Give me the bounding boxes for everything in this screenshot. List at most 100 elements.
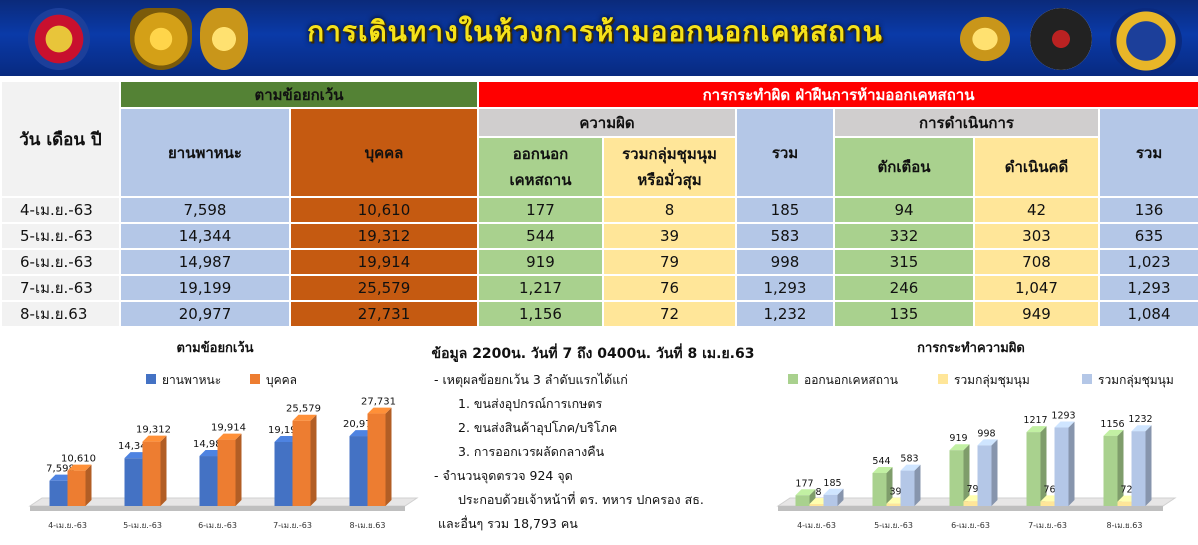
cell-total2: 136 <box>1097 196 1198 224</box>
legend-swatch <box>938 374 948 384</box>
cell-prosecute: 303 <box>973 222 1100 250</box>
data-label: 14,987 <box>193 439 228 450</box>
table-row: 4-เม.ย.-63 7,598 10,610 177 8 185 94 42 136 <box>0 196 1198 224</box>
cell-warn: 315 <box>833 248 975 276</box>
legend-label: ออกนอกเคหสถาน <box>804 373 898 387</box>
cell-person: 10,610 <box>289 196 479 224</box>
bar-side <box>235 433 242 506</box>
person-header: บุคคล <box>289 107 479 198</box>
table-row: 6-เม.ย.-63 14,987 19,914 919 79 998 315 708 1,02… <box>0 248 1198 276</box>
cell-total2: 1,084 <box>1097 300 1198 328</box>
navy-emblem-icon <box>200 8 248 70</box>
police-emblem-icon <box>1030 8 1092 70</box>
notes-line: 1. ขนส่งอุปกรณ์การเกษตร <box>458 396 603 411</box>
cell-out: 919 <box>477 248 604 276</box>
notes-heading: ข้อมูล 2200น. วันที่ 7 ถึง 0400น. วันที่… <box>431 346 755 362</box>
chart-floor-edge <box>30 506 405 511</box>
bar <box>142 441 161 506</box>
cell-vehicle: 7,598 <box>119 196 291 224</box>
interior-emblem-icon <box>1110 8 1182 74</box>
data-label: 1156 <box>1100 419 1124 430</box>
cell-person: 25,579 <box>289 274 479 302</box>
cell-total: 998 <box>735 248 835 276</box>
bar <box>809 504 824 506</box>
data-label: 544 <box>872 456 890 467</box>
bar-side <box>1040 426 1047 506</box>
data-label: 20,977 <box>343 419 378 430</box>
bar-side <box>1068 421 1075 506</box>
bar <box>1131 431 1146 506</box>
cell-vehicle: 14,344 <box>119 222 291 250</box>
data-label: 27,731 <box>361 397 396 408</box>
bar <box>886 503 901 506</box>
cell-total: 583 <box>735 222 835 250</box>
cell-warn: 94 <box>833 196 975 224</box>
bar-top <box>1054 421 1075 428</box>
bar-side <box>809 489 816 506</box>
legend-label: รวมกลุ่มชุมนุม <box>1098 373 1174 388</box>
cell-vehicle: 20,977 <box>119 300 291 328</box>
x-tick-label: 6-เม.ย.-63 <box>198 521 237 530</box>
x-tick-label: 4-เม.ย.-63 <box>797 521 836 530</box>
bar-top <box>367 407 392 414</box>
cell-out: 177 <box>477 196 604 224</box>
data-label: 10,610 <box>61 454 96 465</box>
cell-total: 1,293 <box>735 274 835 302</box>
bar <box>1040 501 1055 506</box>
cell-warn: 135 <box>833 300 975 328</box>
statistics-table: วัน เดือน ปี ตามข้อยกเว้น การกระทำผิด ฝ่… <box>0 80 1198 328</box>
cell-date: 8-เม.ย.63 <box>0 300 121 328</box>
bar-side <box>310 414 317 506</box>
chart-title: ตามข้อยกเว้น <box>176 340 253 356</box>
bar-top <box>823 488 844 495</box>
bar <box>67 470 86 506</box>
bar-side <box>837 488 844 506</box>
notes-line: และอื่นๆ รวม 18,793 คน <box>438 516 578 531</box>
x-tick-label: 6-เม.ย.-63 <box>951 521 990 530</box>
data-label: 19,312 <box>136 425 171 436</box>
cell-gather: 76 <box>602 274 737 302</box>
bar-side <box>886 466 893 506</box>
out-header-line2: เคหสถาน <box>509 171 572 189</box>
date-header: วัน เดือน ปี <box>0 80 121 198</box>
bar-side <box>385 407 392 506</box>
cell-prosecute: 949 <box>973 300 1100 328</box>
bar <box>823 494 838 506</box>
cell-gather: 39 <box>602 222 737 250</box>
data-label: 79 <box>966 484 978 495</box>
cell-prosecute: 1,047 <box>973 274 1100 302</box>
data-label: 19,914 <box>211 423 246 434</box>
total2-header: รวม <box>1097 107 1198 198</box>
cell-out: 1,156 <box>477 300 604 328</box>
exempt-header: ตามข้อยกเว้น <box>119 80 479 109</box>
cell-date: 4-เม.ย.-63 <box>0 196 121 224</box>
data-label: 25,579 <box>286 404 321 415</box>
bar-top <box>1131 425 1152 432</box>
legend-swatch <box>788 374 798 384</box>
cell-out: 1,217 <box>477 274 604 302</box>
bar <box>1026 432 1041 506</box>
bar-top <box>1103 429 1124 436</box>
notes-line: 3. การออกเวรผลัดกลางคืน <box>458 444 605 459</box>
data-label: 19,199 <box>268 425 303 436</box>
gather-header-line1: รวมกลุ่มชุมนุม <box>622 145 717 163</box>
bar <box>1117 501 1132 506</box>
notes-line: 2. ขนส่งสินค้าอุปโภค/บริโภค <box>458 420 618 435</box>
cell-prosecute: 708 <box>973 248 1100 276</box>
bar-side <box>1117 429 1124 506</box>
bar <box>274 442 293 506</box>
chart-floor-edge <box>778 506 1163 511</box>
data-label: 1232 <box>1128 414 1152 425</box>
gather-header: รวมกลุ่มชุมนุม หรือมั่วสุม <box>602 136 737 198</box>
bar-top <box>1026 426 1047 433</box>
data-label: 919 <box>949 433 967 444</box>
bar <box>963 501 978 506</box>
cell-date: 6-เม.ย.-63 <box>0 248 121 276</box>
bar-top <box>67 464 92 471</box>
bar-top <box>142 435 167 442</box>
chart-title: การกระทำความผิด <box>917 340 1025 356</box>
data-label: 72 <box>1120 485 1132 496</box>
vehicle-header: ยานพาหนะ <box>119 107 291 198</box>
data-label: 185 <box>823 478 841 489</box>
bar-side <box>991 439 998 506</box>
